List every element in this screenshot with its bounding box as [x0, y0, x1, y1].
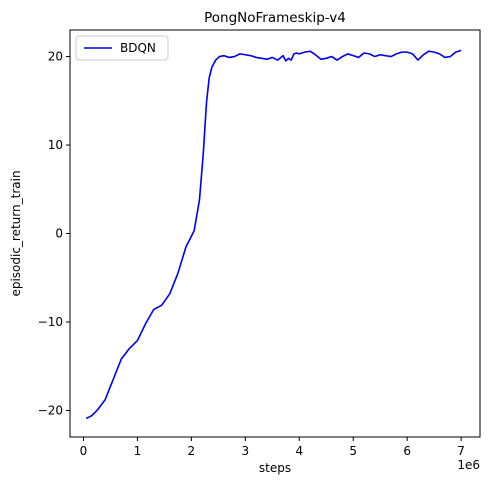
y-axis: −20 −10 0 10 20 [38, 50, 70, 417]
legend-box [75, 35, 169, 61]
y-tick-label: 20 [48, 50, 63, 64]
chart-title: PongNoFrameskip-v4 [204, 10, 346, 26]
x-tick-label: 4 [295, 444, 303, 458]
y-tick-label: 10 [48, 138, 63, 152]
x-axis-scale-label: 1e6 [457, 458, 480, 472]
legend-label: BDQN [120, 41, 156, 55]
x-tick-label: 6 [403, 444, 411, 458]
y-tick-label: −10 [38, 315, 63, 329]
x-axis: 0 1 2 3 4 5 6 7 [80, 437, 465, 458]
y-tick-label: 0 [55, 227, 63, 241]
x-axis-label: steps [259, 461, 291, 475]
x-tick-label: 3 [242, 444, 250, 458]
plot-area [85, 49, 462, 420]
x-tick-label: 1 [134, 444, 142, 458]
series-line-0 [85, 49, 462, 420]
y-tick-label: −20 [38, 403, 63, 417]
y-axis-label: episodic_return_train [9, 170, 23, 296]
x-tick-label: 2 [188, 444, 196, 458]
x-tick-label: 0 [80, 444, 88, 458]
legend: BDQN [75, 35, 169, 61]
x-tick-label: 7 [457, 444, 465, 458]
x-tick-label: 5 [349, 444, 357, 458]
